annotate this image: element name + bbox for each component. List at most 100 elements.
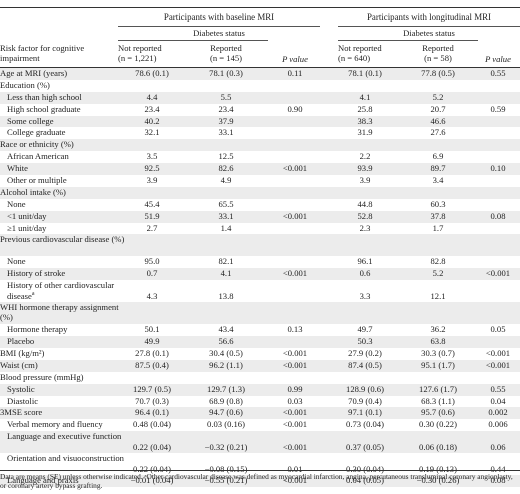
table-row: <1 unit/day 51.9 33.1 <0.001 52.8 37.8 0.08 — [0, 210, 520, 223]
baseline-p-value-cell: <0.001 — [282, 475, 308, 486]
row-label: African American — [7, 151, 69, 162]
table-row: History of stroke 0.7 4.1 <0.001 0.6 5.2 <0.00… — [0, 268, 520, 281]
longitudinal-not-reported-cell: 2.2 — [359, 151, 371, 162]
baseline-p-value-cell: 0.90 — [287, 103, 303, 114]
row-label-text: None — [7, 256, 26, 267]
longitudinal-p-value-cell: 0.06 — [490, 441, 506, 452]
longitudinal-reported-cell: 63.8 — [430, 336, 446, 347]
baseline-reported-cell: 33.1 — [218, 127, 234, 138]
table-row: Verbal memory and fluency 0.48 (0.04) 0.03… — [0, 419, 520, 431]
longitudinal-not-reported-cell: 96.1 — [357, 256, 373, 267]
baseline-reported-cell: 37.9 — [218, 115, 234, 126]
row-label: Language and executive function — [7, 432, 132, 441]
row-label: BMI (kg/m²) — [0, 348, 44, 359]
row-label-text: Race or ethnicity (%) — [0, 139, 74, 150]
row-label-text: History of other cardiovascular disease — [7, 280, 115, 301]
table-row: ≥1 unit/day 2.7 1.4 2.3 1.7 — [0, 223, 520, 235]
longitudinal-not-reported-cell: 128.9 (0.6) — [346, 383, 384, 394]
left-reported-header: Reported (n = 145) — [186, 43, 266, 63]
left-not-reported-header: Not reported (n = 1,221) — [118, 43, 180, 63]
baseline-not-reported-cell: 40.2 — [144, 115, 160, 126]
row-label-text: Alcohol intake (%) — [0, 186, 66, 197]
longitudinal-reported-cell: 37.8 — [430, 210, 446, 221]
longitudinal-p-value-cell: 0.44 — [490, 463, 506, 474]
longitudinal-not-reported-cell: 52.8 — [357, 210, 373, 221]
table-row: Language and executive function 0.22 (0.0… — [0, 431, 520, 454]
row-label-text: <1 unit/day — [7, 210, 47, 221]
longitudinal-reported-cell: 12.1 — [430, 290, 446, 301]
top-rule — [0, 7, 520, 8]
longitudinal-not-reported-cell: 0.04 (0.05) — [346, 475, 384, 486]
baseline-not-reported-cell: 78.6 (0.1) — [135, 68, 169, 78]
longitudinal-reported-cell: 27.6 — [430, 127, 446, 138]
row-label: College graduate — [7, 128, 65, 138]
baseline-not-reported-cell: 95.0 — [144, 256, 160, 267]
table-row: None 95.0 82.1 96.1 82.8 — [0, 256, 520, 268]
right-not-reported-n: (n = 640) — [338, 52, 371, 63]
row-label-text: Language and executive function — [7, 431, 122, 442]
row-label-text: 3MSE score — [0, 407, 43, 418]
baseline-reported-cell: 1.4 — [220, 222, 232, 233]
baseline-p-value-cell: <0.001 — [282, 348, 308, 359]
longitudinal-reported-cell: 5.2 — [432, 268, 444, 279]
group-rule-right — [338, 26, 520, 27]
longitudinal-p-value-cell: 0.08 — [490, 210, 506, 221]
baseline-p-value-cell: 0.03 — [287, 395, 303, 406]
baseline-p-value-cell: 0.01 — [287, 463, 303, 474]
row-label: Hormone therapy — [7, 324, 67, 335]
longitudinal-not-reported-cell: 93.9 — [357, 163, 373, 174]
longitudinal-reported-cell: 5.2 — [432, 91, 444, 102]
status-rule-left — [118, 40, 268, 41]
row-label: Other or multiple — [7, 175, 67, 186]
baseline-not-reported-cell: 45.4 — [144, 198, 160, 209]
right-reported-n: (n = 58) — [424, 52, 452, 63]
table-row: Placebo 49.9 56.6 50.3 63.8 — [0, 336, 520, 349]
row-label: Language and praxis — [7, 475, 79, 486]
longitudinal-p-value-cell: 0.10 — [490, 163, 506, 174]
row-label: Some college — [7, 115, 54, 127]
longitudinal-reported-cell: 36.2 — [430, 324, 446, 335]
baseline-reported-cell: 4.9 — [220, 175, 232, 186]
row-label-text: Placebo — [7, 336, 35, 347]
baseline-not-reported-cell: 50.1 — [144, 324, 160, 335]
longitudinal-not-reported-cell: 49.7 — [357, 324, 373, 335]
longitudinal-not-reported-cell: 50.3 — [357, 336, 373, 347]
longitudinal-not-reported-cell: 25.8 — [357, 103, 373, 114]
baseline-not-reported-cell: 32.1 — [144, 127, 160, 138]
table-row: Race or ethnicity (%) — [0, 139, 520, 152]
row-label-text: Some college — [7, 115, 54, 126]
row-label: Placebo — [7, 336, 35, 347]
row-label-text: History of stroke — [7, 268, 66, 279]
table-row: Some college 40.2 37.9 38.3 46.6 — [0, 115, 520, 128]
row-label: Less than high school — [7, 92, 82, 103]
left-p-value-label: P value — [282, 54, 308, 64]
row-label-text: Language and praxis — [7, 475, 79, 486]
table-row: History of other cardiovascular diseasea… — [0, 280, 520, 302]
longitudinal-p-value-cell: 0.006 — [488, 419, 508, 430]
baseline-p-value-cell: <0.001 — [282, 441, 308, 452]
table-row: High school graduate 23.4 23.4 0.90 25.8 20.7… — [0, 104, 520, 116]
row-label-text: Education (%) — [0, 79, 50, 90]
row-label: ≥1 unit/day — [7, 223, 46, 234]
longitudinal-reported-cell: 0.19 (0.13) — [419, 463, 457, 474]
longitudinal-p-value-cell: 0.55 — [490, 68, 506, 78]
longitudinal-mri-group-header: Participants with longitudinal MRI — [338, 12, 520, 23]
row-label: Verbal memory and fluency — [7, 420, 103, 430]
longitudinal-not-reported-cell: 3.9 — [359, 175, 371, 186]
table-row: Orientation and visuoconstruction 0.22 (0… — [0, 453, 520, 475]
left-reported-n: (n = 145) — [209, 52, 243, 63]
longitudinal-not-reported-cell: 78.1 (0.1) — [348, 68, 382, 78]
longitudinal-not-reported-cell: 27.9 (0.2) — [348, 348, 382, 359]
longitudinal-reported-cell: 6.9 — [432, 151, 444, 162]
longitudinal-p-value-cell: 0.55 — [490, 383, 506, 394]
row-label: Alcohol intake (%) — [0, 186, 66, 198]
baseline-reported-cell: 30.4 (0.5) — [209, 348, 243, 359]
table-bottom-rule — [0, 470, 520, 471]
row-label: Blood pressure (mmHg) — [0, 372, 84, 383]
baseline-p-value-cell: <0.001 — [282, 210, 308, 221]
right-not-reported-header: Not reported (n = 640) — [338, 43, 400, 63]
baseline-p-value-cell: 0.99 — [287, 383, 303, 394]
row-label: Age at MRI (years) — [0, 68, 67, 79]
longitudinal-reported-cell: 77.8 (0.5) — [421, 68, 455, 78]
right-p-value-label: P value — [485, 54, 511, 64]
